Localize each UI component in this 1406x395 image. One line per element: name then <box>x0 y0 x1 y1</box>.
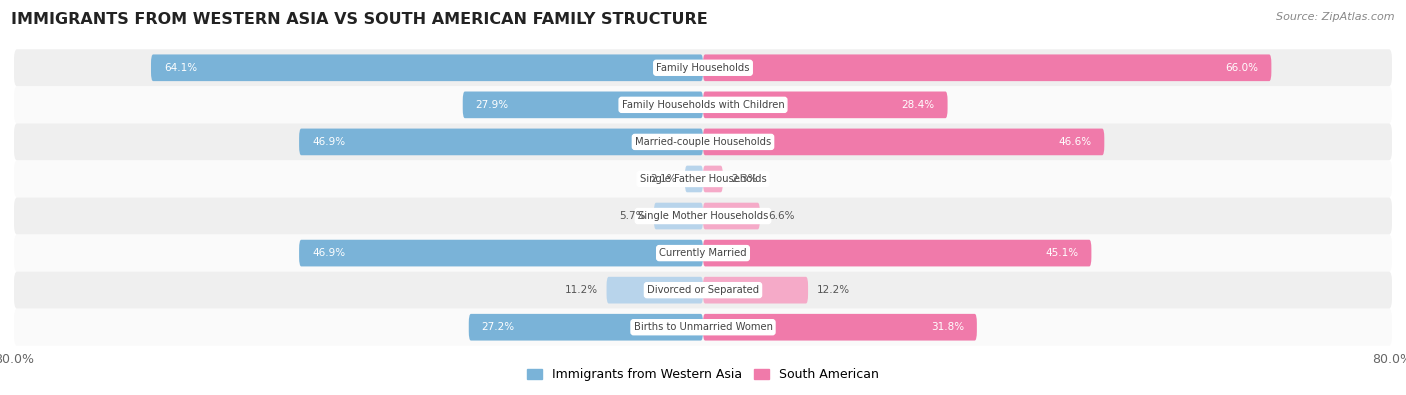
FancyBboxPatch shape <box>703 240 1091 267</box>
Text: 28.4%: 28.4% <box>901 100 935 110</box>
FancyBboxPatch shape <box>654 203 703 229</box>
Text: 2.1%: 2.1% <box>650 174 676 184</box>
Text: 27.9%: 27.9% <box>475 100 509 110</box>
Text: Single Mother Households: Single Mother Households <box>638 211 768 221</box>
Text: 46.9%: 46.9% <box>312 248 344 258</box>
FancyBboxPatch shape <box>14 87 1392 123</box>
Text: Family Households: Family Households <box>657 63 749 73</box>
FancyBboxPatch shape <box>14 49 1392 87</box>
FancyBboxPatch shape <box>14 272 1392 308</box>
FancyBboxPatch shape <box>14 308 1392 346</box>
Text: Married-couple Households: Married-couple Households <box>636 137 770 147</box>
Text: 12.2%: 12.2% <box>817 285 849 295</box>
FancyBboxPatch shape <box>14 160 1392 198</box>
FancyBboxPatch shape <box>463 92 703 118</box>
FancyBboxPatch shape <box>468 314 703 340</box>
Text: 5.7%: 5.7% <box>619 211 645 221</box>
Text: Single Father Households: Single Father Households <box>640 174 766 184</box>
Text: 46.6%: 46.6% <box>1059 137 1091 147</box>
Text: Births to Unmarried Women: Births to Unmarried Women <box>634 322 772 332</box>
Text: Currently Married: Currently Married <box>659 248 747 258</box>
FancyBboxPatch shape <box>703 92 948 118</box>
FancyBboxPatch shape <box>703 55 1271 81</box>
Text: 11.2%: 11.2% <box>565 285 598 295</box>
FancyBboxPatch shape <box>299 240 703 267</box>
Legend: Immigrants from Western Asia, South American: Immigrants from Western Asia, South Amer… <box>522 363 884 386</box>
Text: 2.3%: 2.3% <box>731 174 758 184</box>
FancyBboxPatch shape <box>14 198 1392 235</box>
Text: 46.9%: 46.9% <box>312 137 344 147</box>
FancyBboxPatch shape <box>299 128 703 155</box>
FancyBboxPatch shape <box>14 235 1392 272</box>
Text: 66.0%: 66.0% <box>1226 63 1258 73</box>
Text: IMMIGRANTS FROM WESTERN ASIA VS SOUTH AMERICAN FAMILY STRUCTURE: IMMIGRANTS FROM WESTERN ASIA VS SOUTH AM… <box>11 12 709 27</box>
FancyBboxPatch shape <box>685 166 703 192</box>
FancyBboxPatch shape <box>606 277 703 303</box>
Text: 31.8%: 31.8% <box>931 322 965 332</box>
FancyBboxPatch shape <box>14 123 1392 160</box>
FancyBboxPatch shape <box>703 166 723 192</box>
Text: Divorced or Separated: Divorced or Separated <box>647 285 759 295</box>
Text: 6.6%: 6.6% <box>769 211 794 221</box>
FancyBboxPatch shape <box>703 128 1104 155</box>
FancyBboxPatch shape <box>703 277 808 303</box>
FancyBboxPatch shape <box>703 314 977 340</box>
Text: 45.1%: 45.1% <box>1045 248 1078 258</box>
Text: 27.2%: 27.2% <box>482 322 515 332</box>
FancyBboxPatch shape <box>703 203 759 229</box>
Text: 64.1%: 64.1% <box>165 63 197 73</box>
Text: Source: ZipAtlas.com: Source: ZipAtlas.com <box>1277 12 1395 22</box>
Text: Family Households with Children: Family Households with Children <box>621 100 785 110</box>
FancyBboxPatch shape <box>150 55 703 81</box>
